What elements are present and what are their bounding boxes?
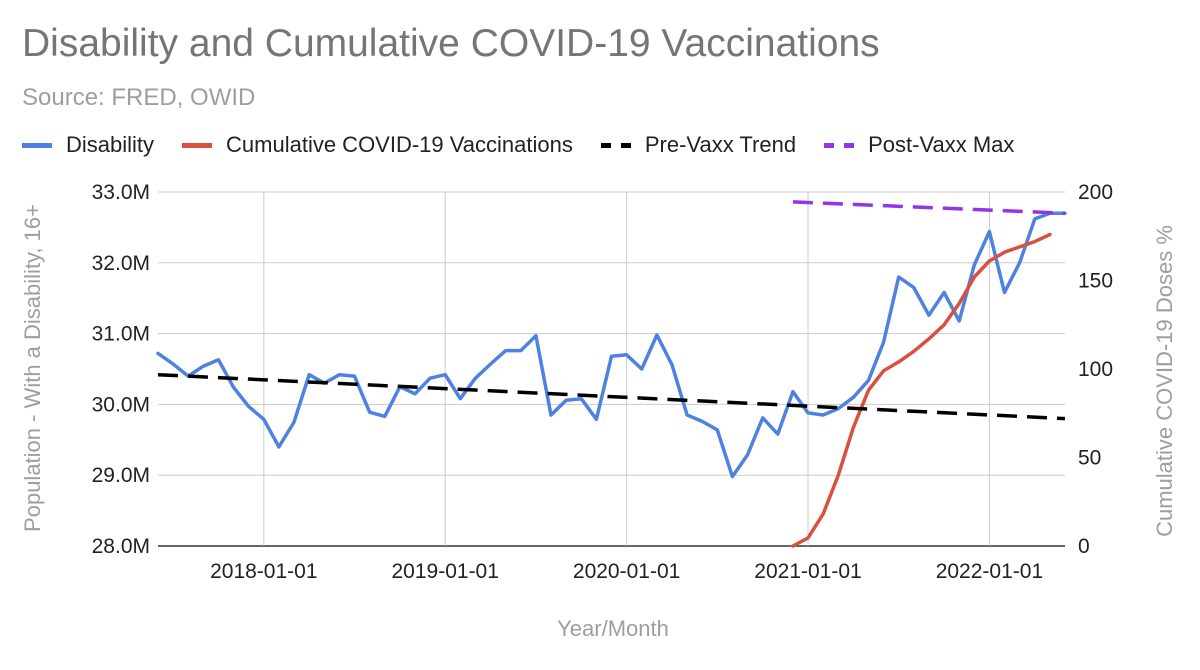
y-right-tick-label: 100: [1078, 358, 1113, 381]
y-left-tick-label: 28.0M: [92, 535, 150, 558]
x-tick-label: 2020-01-01: [573, 560, 680, 583]
gridlines: [158, 191, 1065, 547]
y-left-tick-label: 30.0M: [92, 393, 150, 416]
y-right-tick-label: 150: [1078, 270, 1113, 293]
legend-label-pre-vaxx-trend: Pre-Vaxx Trend: [644, 132, 797, 157]
y-left-tick-label: 33.0M: [92, 181, 150, 204]
series-lines: [156, 200, 1067, 548]
legend-swatch-post-vaxx-max: [824, 142, 855, 148]
series-line-cumulative-covid-19-vaccinations: [791, 232, 1052, 548]
y-axis-left-title: Population - With a Disability, 16+: [20, 204, 45, 532]
series-line-disability: [156, 211, 1067, 479]
x-tick-label: 2022-01-01: [936, 560, 1043, 583]
legend-swatch-pre-vaxx-trend: [600, 142, 631, 148]
x-tick-label: 2021-01-01: [754, 560, 861, 583]
x-tick-label: 2018-01-01: [210, 560, 317, 583]
y-axis-right-title: Cumulative COVID-19 Doses %: [1152, 225, 1177, 537]
legend-swatch-disability: [22, 142, 52, 148]
x-axis-title: Year/Month: [557, 616, 669, 641]
legend-item-post-vaxx-max[interactable]: Post-Vaxx Max: [824, 132, 1014, 158]
series-line-pre-vaxx-trend: [157, 372, 1066, 421]
legend-label-vaccinations: Cumulative COVID-19 Vaccinations: [226, 132, 573, 157]
tick-labels: 28.0M 29.0M 30.0M 31.0M 32.0M 33.0M 0 50 100 150 2…: [92, 181, 1113, 583]
legend-item-pre-vaxx-trend[interactable]: Pre-Vaxx Trend: [600, 132, 797, 158]
y-left-tick-label: 32.0M: [92, 252, 150, 275]
chart-subtitle: Source: FRED, OWID: [22, 84, 256, 111]
chart-legend: Disability Cumulative COVID-19 Vaccinati…: [22, 130, 1014, 160]
y-right-tick-label: 200: [1078, 181, 1113, 204]
series-line-post-vaxx-max: [792, 200, 1066, 215]
x-tick-label: 2019-01-01: [392, 560, 499, 583]
legend-item-vaccinations[interactable]: Cumulative COVID-19 Vaccinations: [182, 132, 573, 158]
y-left-tick-label: 29.0M: [92, 464, 150, 487]
y-right-tick-label: 50: [1078, 447, 1101, 470]
legend-swatch-vaccinations: [182, 142, 213, 148]
y-right-tick-label: 0: [1078, 535, 1090, 558]
legend-label-post-vaxx-max: Post-Vaxx Max: [868, 132, 1015, 157]
y-left-tick-label: 31.0M: [92, 323, 150, 346]
legend-label-disability: Disability: [66, 132, 155, 157]
legend-item-disability[interactable]: Disability: [22, 132, 154, 158]
chart-title: Disability and Cumulative COVID-19 Vacci…: [22, 22, 880, 65]
